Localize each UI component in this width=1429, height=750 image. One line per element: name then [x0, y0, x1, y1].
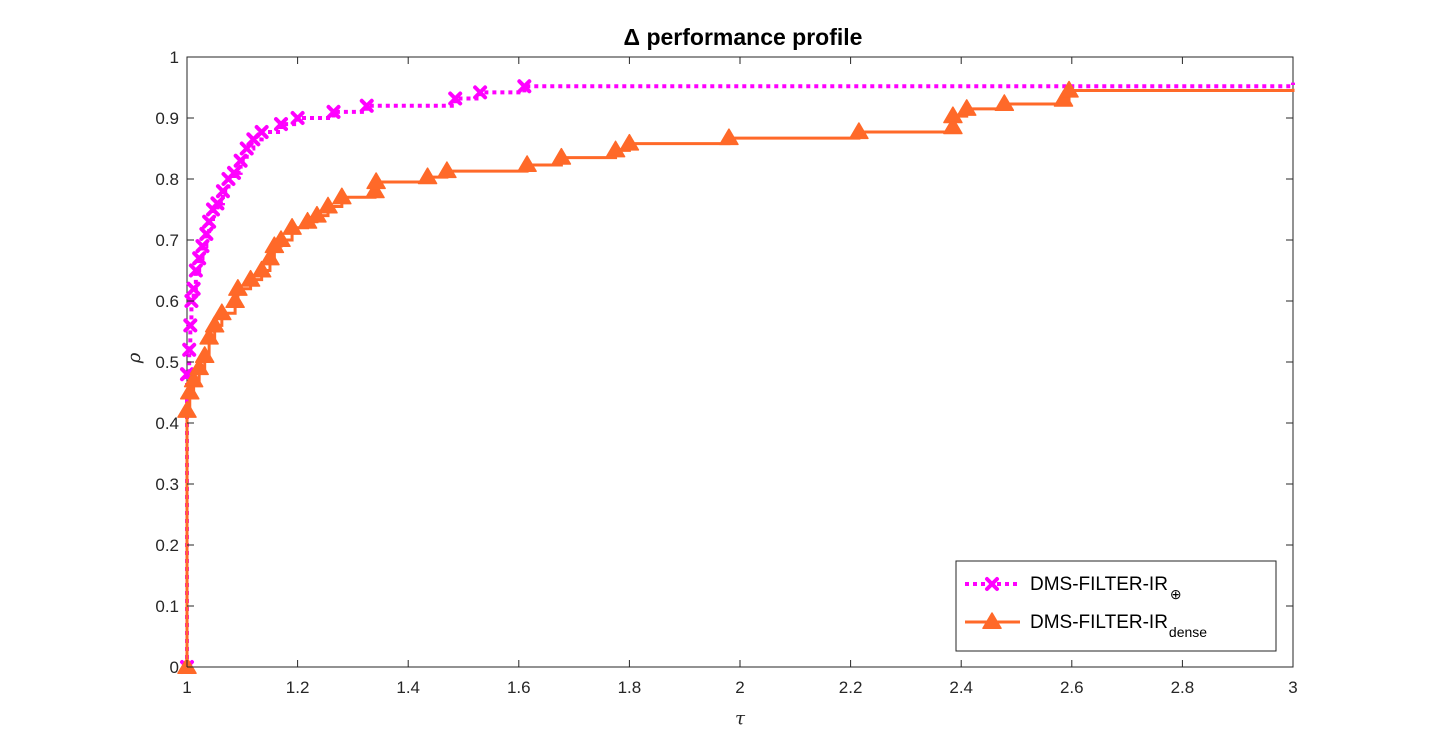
series-1-point [849, 122, 869, 140]
x-tick-label: 1.6 [507, 678, 531, 697]
x-tick-label: 1.4 [396, 678, 420, 697]
x-tick-label: 1.8 [618, 678, 642, 697]
y-tick-label: 0.2 [155, 536, 179, 555]
x-tick-label: 1.2 [286, 678, 310, 697]
y-tick-label: 0.5 [155, 353, 179, 372]
y-tick-label: 0.7 [155, 231, 179, 250]
series-1-point [605, 140, 626, 158]
series-0-point [274, 117, 289, 132]
x-tick-label: 2.8 [1171, 678, 1195, 697]
x-tick-label: 2.4 [949, 678, 973, 697]
series-0-point [290, 111, 305, 125]
series-1-point [177, 401, 197, 418]
series-0-point [473, 85, 488, 100]
series-1-point [318, 196, 338, 214]
series-0-point [227, 165, 242, 180]
series-0-point [182, 342, 197, 357]
legend-entry-1-main: DMS-FILTER-IR [1030, 612, 1168, 633]
x-tick-label: 1 [182, 678, 191, 697]
series-1-point [307, 205, 327, 223]
y-tick-label: 0.6 [155, 292, 179, 311]
series-1-point [956, 99, 977, 116]
y-tick-label: 0.3 [155, 475, 179, 494]
series-0-point [359, 98, 374, 113]
series-1-point [282, 218, 302, 235]
x-tick-label: 2 [735, 678, 744, 697]
chart-title: Δ performance profile [624, 24, 863, 50]
y-tick-label: 0.9 [155, 109, 179, 128]
series-1-point [225, 291, 245, 309]
series-0-point [199, 226, 214, 241]
series-1-point [194, 346, 215, 363]
legend-marker [985, 577, 999, 591]
series-0-point [202, 214, 217, 229]
legend-marker [982, 612, 1002, 630]
legend-entry-0: DMS-FILTER-IR ⊕ [1030, 574, 1182, 602]
legend-entry-1-sub: dense [1169, 624, 1207, 640]
y-tick-label: 0 [170, 658, 179, 677]
y-tick-label: 1 [170, 48, 179, 67]
legend-entry-0-sub: ⊕ [1170, 586, 1182, 602]
series-1-point [437, 161, 457, 179]
series-1-point [240, 269, 261, 287]
series-0-point [183, 318, 198, 333]
series-1-point [228, 279, 248, 296]
series-0-point [233, 153, 248, 168]
series-0-point [448, 91, 463, 106]
series-1-point [366, 172, 386, 190]
series-1-point [619, 133, 640, 151]
legend-entry-1: DMS-FILTER-IRdense [1030, 612, 1207, 640]
series-0-point [188, 263, 203, 278]
series-1-point [943, 117, 963, 135]
series-1-point [271, 230, 291, 248]
series-1-point [251, 260, 272, 278]
series-1-point [189, 358, 209, 376]
axis-ticks: 1 1.2 1.4 1.6 1.8 2 2.2 2.4 2.6 2.8 3 0 0.1 0.2 0.3 0.4… [155, 48, 1297, 697]
series-1-point [417, 167, 438, 185]
series-0-point [186, 281, 201, 296]
series-1-point [1053, 89, 1074, 107]
legend-entry-0-main: DMS-FILTER-IR [1030, 574, 1168, 595]
series-1-point [260, 248, 280, 266]
legend: DMS-FILTER-IR ⊕ DMS-FILTER-IRdense [955, 560, 1277, 652]
legend-swatch-marker [982, 612, 1002, 630]
series-1-point [204, 315, 225, 333]
series-0-point [215, 184, 230, 199]
series-0-point [192, 251, 207, 266]
y-tick-label: 0.8 [155, 170, 179, 189]
x-tick-label: 2.6 [1060, 678, 1084, 697]
y-tick-label: 0.4 [155, 414, 179, 433]
series-0-point [517, 79, 532, 94]
series-1-point [183, 370, 204, 388]
x-axis-title: τ [735, 708, 746, 729]
x-tick-label: 3 [1288, 678, 1297, 697]
series-0-point [254, 125, 269, 140]
series-layer [177, 79, 1295, 675]
series-1-point [517, 155, 537, 173]
series-1-point [551, 147, 572, 165]
x-tick-label: 2.2 [839, 678, 863, 697]
legend-box [955, 560, 1277, 652]
series-0-point [195, 239, 210, 254]
series-0-point [210, 196, 225, 211]
legend-swatch-marker [985, 577, 999, 591]
series-1-point [199, 327, 219, 345]
series-1-point [212, 303, 232, 321]
series-1-point [332, 187, 352, 205]
series-1-point [719, 128, 739, 146]
y-axis-title: ρ [124, 352, 145, 364]
series-1-point [180, 382, 200, 400]
series-1-point [1059, 80, 1079, 98]
series-1-point [994, 94, 1015, 112]
series-1-point [365, 181, 385, 199]
y-tick-label: 0.1 [155, 597, 179, 616]
series-0-point [326, 104, 341, 119]
